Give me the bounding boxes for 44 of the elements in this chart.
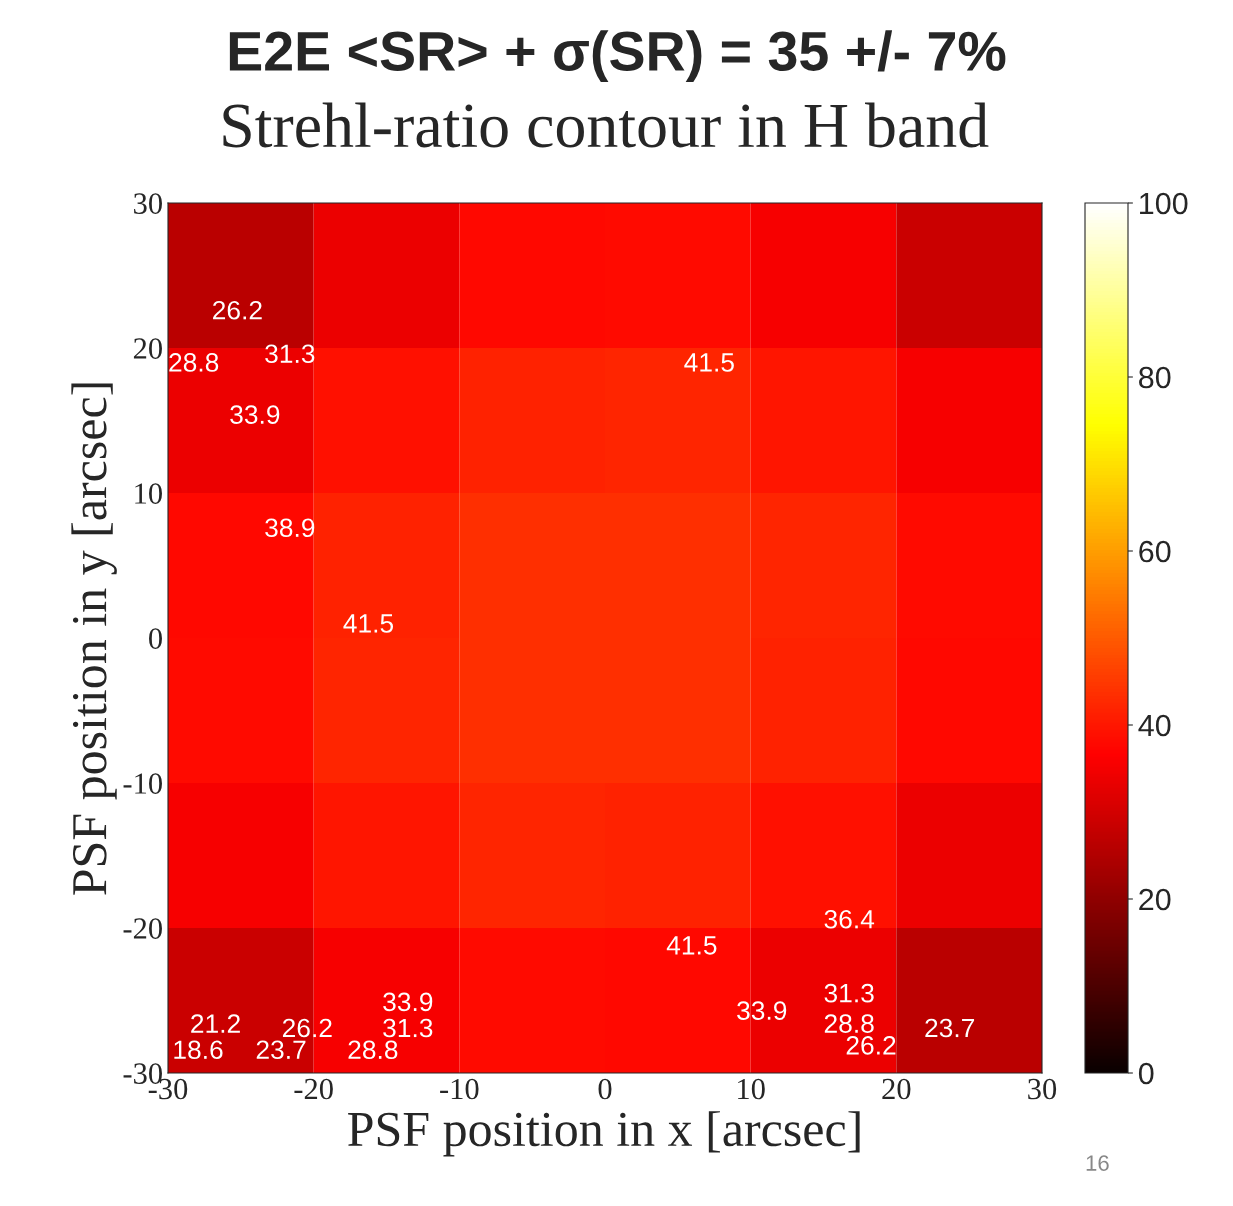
y-tick-label: 20 xyxy=(133,338,162,359)
y-axis-title: PSF position in y [arcsec] xyxy=(71,383,117,895)
annotation: 26.2 xyxy=(282,1018,332,1038)
x-tick-label: -20 xyxy=(294,1078,333,1100)
annotation: 28.8 xyxy=(169,353,219,372)
annotation: 36.4 xyxy=(824,909,875,929)
chart-subtitle: Strehl-ratio contour in H band xyxy=(223,102,989,148)
annotation: 31.3 xyxy=(265,344,315,364)
x-tick-label: 30 xyxy=(1028,1078,1057,1100)
color-bar-label: 0 xyxy=(1138,1062,1154,1085)
annotation: 18.6 xyxy=(174,1040,223,1060)
annotation: 21.2 xyxy=(191,1014,240,1033)
color-bar-label: 60 xyxy=(1139,540,1171,563)
annotation: 38.9 xyxy=(265,518,315,538)
annotation: 28.8 xyxy=(824,1014,874,1033)
chart-title: E2E <SR> + σ(SR) = 35 +/- 7% xyxy=(229,30,1006,82)
annotation: 23.7 xyxy=(925,1018,975,1038)
x-tick-label: 0 xyxy=(598,1078,612,1100)
annotation: 23.7 xyxy=(256,1040,306,1060)
annotation: 31.3 xyxy=(824,983,874,1003)
annotation: 41.5 xyxy=(684,353,734,372)
y-tick-label: 30 xyxy=(134,193,162,214)
color-bar-label: 20 xyxy=(1139,888,1171,911)
annotation: 33.9 xyxy=(230,405,280,424)
annotation: 41.5 xyxy=(666,936,717,955)
annotation: 33.9 xyxy=(383,992,433,1012)
color-bar-label: 40 xyxy=(1138,714,1171,737)
y-tick-label: -20 xyxy=(123,918,162,939)
annotation: 41.5 xyxy=(343,614,394,633)
color-bar-label: 80 xyxy=(1139,366,1171,389)
color-bar-label: 100 xyxy=(1140,192,1188,215)
annotation: 26.2 xyxy=(213,300,262,320)
x-axis-title: PSF position in x [arcsec] xyxy=(348,1111,860,1157)
y-tick-label: -10 xyxy=(123,773,162,794)
x-tick-label: 20 xyxy=(882,1078,911,1100)
annotation: 31.3 xyxy=(383,1018,433,1038)
x-tick-label: -10 xyxy=(440,1078,479,1100)
y-tick-label: 10 xyxy=(135,483,162,504)
text: 16 xyxy=(1086,1155,1109,1171)
annotation: 28.8 xyxy=(348,1040,398,1060)
annotation: 26.2 xyxy=(846,1036,896,1055)
x-tick-label: 10 xyxy=(738,1078,765,1100)
annotation: 33.9 xyxy=(737,1001,787,1020)
y-tick-label: 0 xyxy=(149,628,162,649)
